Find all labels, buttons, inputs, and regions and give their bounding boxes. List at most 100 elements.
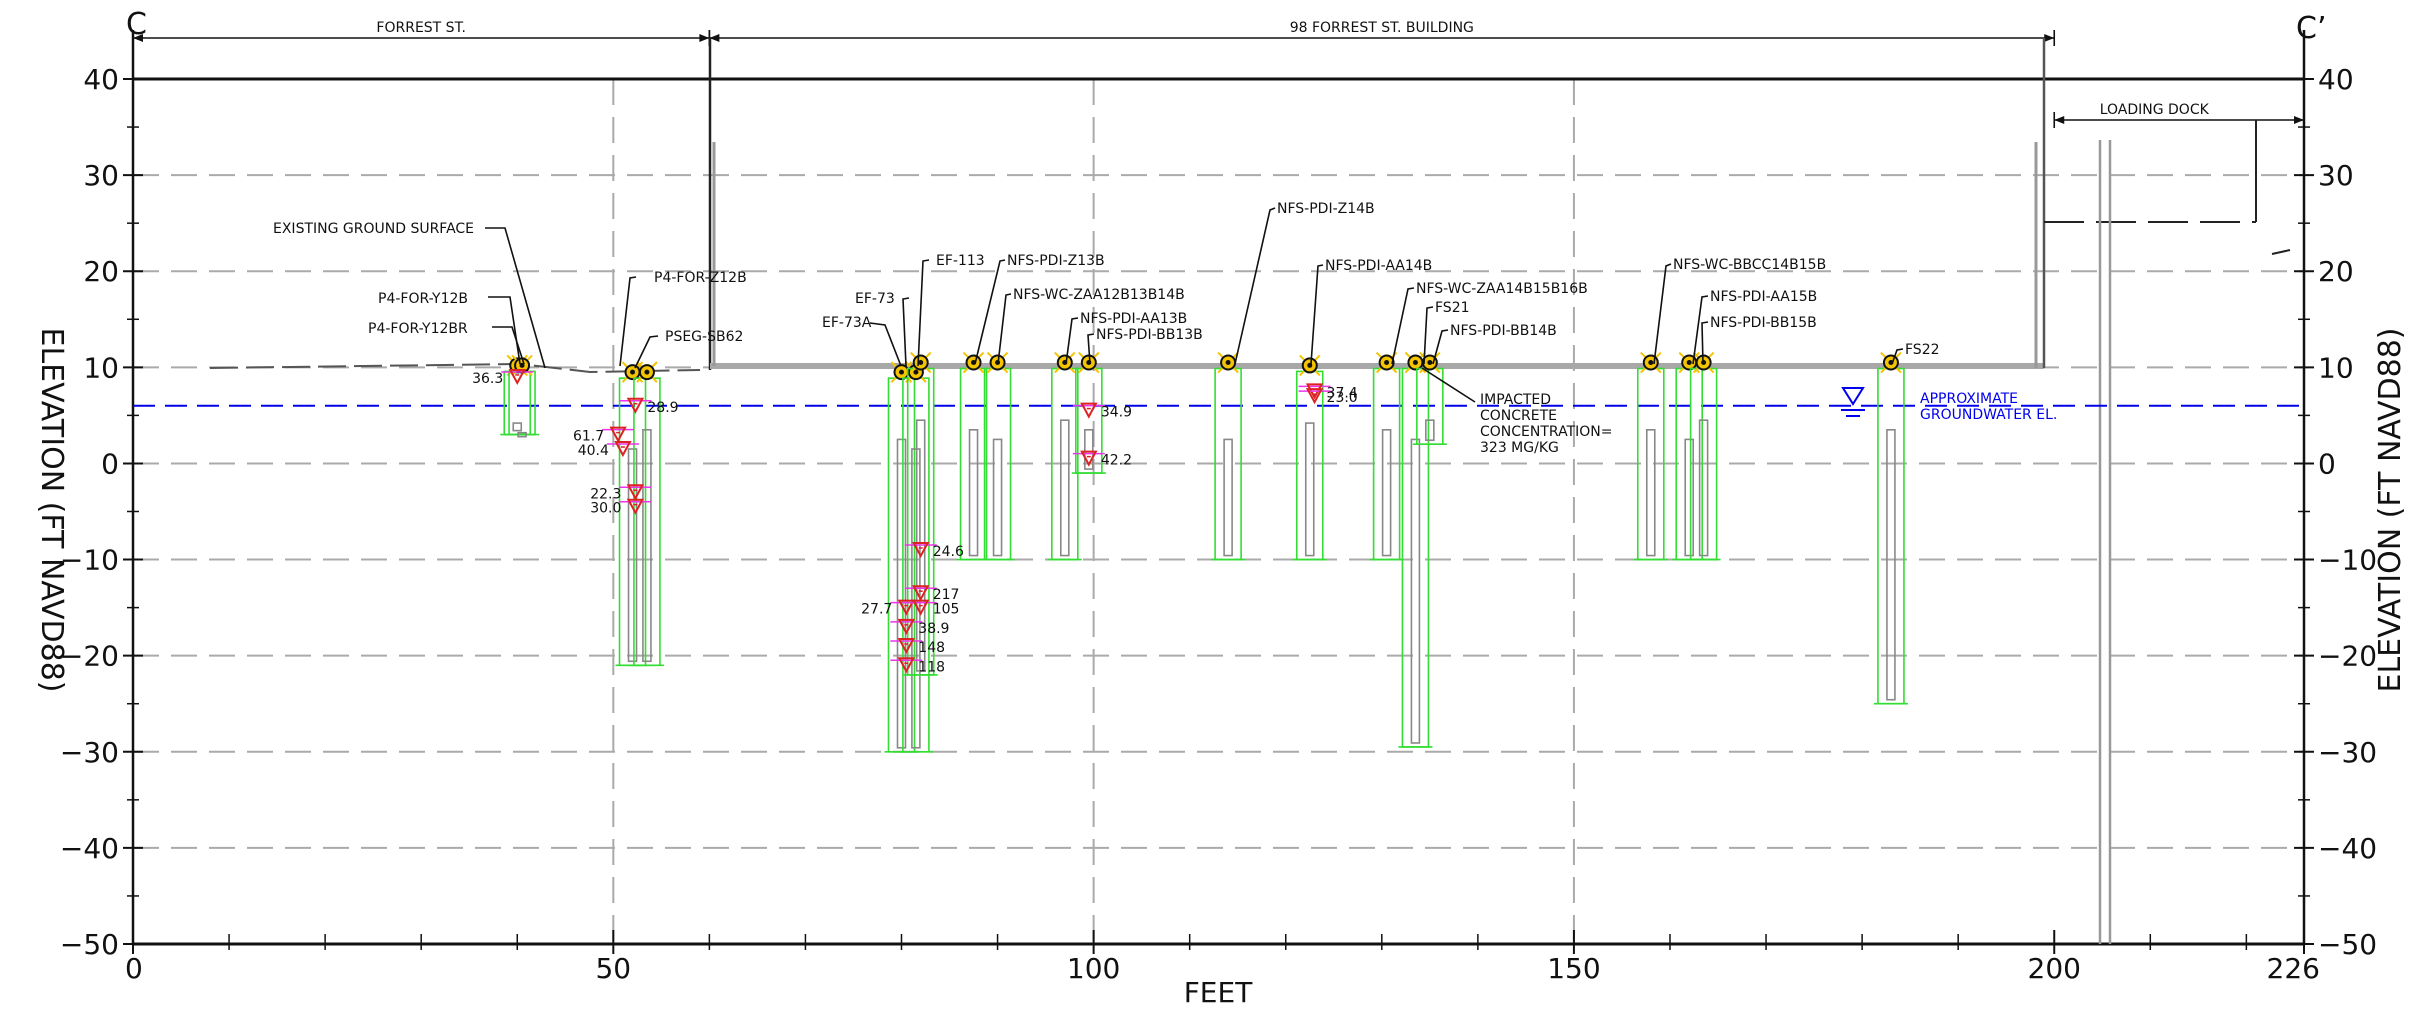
sample-value: 37.4 <box>1327 385 1358 401</box>
section-start-label: C <box>126 7 147 42</box>
sample-value: 61.7 <box>573 429 604 445</box>
y-tick-label-left: −20 <box>60 640 119 673</box>
boring-casing <box>1223 438 1233 557</box>
y-tick-label-right: 40 <box>2318 63 2354 96</box>
y-tick-label-right: −10 <box>2318 544 2377 577</box>
x-tick-label: 226 <box>2267 952 2320 985</box>
range-arrow-right <box>2044 34 2055 42</box>
y-tick-label-left: −40 <box>60 832 119 865</box>
boring-marker-dot <box>1427 360 1433 366</box>
boring-labels: P4-FOR-Y12B P4-FOR-Y12BR P4-FOR-Z12B PSE… <box>368 201 1940 358</box>
boring-label: NFS-PDI-BB13B <box>1096 327 1203 343</box>
sample-marker <box>508 368 526 386</box>
annotation-leaders <box>485 207 1904 403</box>
x-tick-label: 200 <box>2028 952 2081 985</box>
boring-marker-dot <box>630 369 636 375</box>
boring-label: NFS-WC-ZAA14B15B16B <box>1416 281 1588 297</box>
boring-label: NFS-PDI-BB15B <box>1710 315 1817 331</box>
sample-marker <box>897 638 915 655</box>
sample: 105 <box>904 599 960 618</box>
boring <box>1071 351 1106 474</box>
boring-screen <box>1877 367 1905 705</box>
boring-casing <box>992 438 1003 557</box>
sample-marker <box>609 426 627 443</box>
sample-marker <box>626 397 645 414</box>
section-range: FORREST ST. <box>132 20 711 46</box>
sample-marker <box>626 498 645 515</box>
boring-label: NFS-PDI-Z14B <box>1277 201 1375 217</box>
y-tick-label-left: 10 <box>83 351 119 384</box>
boring-marker-dot <box>898 369 904 375</box>
sample: 24.6 <box>904 541 964 560</box>
y-tick-label-left: −10 <box>60 544 119 577</box>
x-tick-label: 50 <box>595 952 631 985</box>
boring <box>898 361 933 753</box>
existing-ground-label: EXISTING GROUND SURFACE <box>273 221 474 237</box>
sample: 148 <box>890 638 945 656</box>
impacted-label-line2: CONCRETE <box>1480 408 1557 424</box>
boring-marker-dot <box>644 369 650 375</box>
section-range: 98 FORREST ST. BUILDING <box>708 20 2056 46</box>
boring-label: NFS-PDI-BB14B <box>1450 323 1557 339</box>
groundwater-label-line1: APPROXIMATE <box>1920 391 2018 407</box>
impacted-label-line1: IMPACTED <box>1480 392 1551 408</box>
gridlines <box>133 79 2304 944</box>
boring-label: NFS-PDI-AA13B <box>1080 311 1187 327</box>
sample: 34.9 <box>1072 402 1132 421</box>
boring-label: FS21 <box>1435 300 1470 316</box>
boring-marker-dot <box>913 369 919 375</box>
y-tick-label-right: −40 <box>2318 832 2377 865</box>
sample-marker <box>1080 450 1098 467</box>
boring-casing <box>517 431 527 438</box>
boring-casing <box>896 438 907 749</box>
range-label: FORREST ST. <box>376 20 466 36</box>
boring-casing <box>1084 429 1094 470</box>
sample-marker <box>1080 402 1098 419</box>
sample-value: 105 <box>933 602 960 618</box>
boring <box>956 351 991 561</box>
impacted-label-line3: CONCENTRATION= <box>1480 424 1612 440</box>
boring-label: EF-113 <box>936 253 985 269</box>
boring <box>980 351 1015 561</box>
y-tick-label-right: 20 <box>2318 255 2354 288</box>
boring-casing <box>1410 438 1421 744</box>
y-tick-label-left: −50 <box>60 928 119 961</box>
boring-casing <box>968 429 979 557</box>
boring-screen <box>1401 367 1430 748</box>
boring <box>1211 351 1246 561</box>
boring-label: NFS-WC-BBCC14B15B <box>1673 257 1826 273</box>
boring-casing <box>627 448 638 663</box>
boring-label: EF-73A <box>822 315 872 331</box>
boring-casing <box>1425 419 1435 442</box>
building-outline <box>708 38 2291 944</box>
range-arrow-left <box>133 34 143 42</box>
sample: 23.0 <box>1298 388 1358 406</box>
boring-label: P4-FOR-Y12BR <box>368 321 468 337</box>
boring-marker-dot <box>1307 362 1313 368</box>
sample-value: 38.9 <box>918 621 949 637</box>
boring-label: NFS-PDI-Z13B <box>1007 253 1105 269</box>
sample: 30.0 <box>590 498 652 517</box>
range-arrow-right <box>2294 116 2304 124</box>
x-axis-label: FEET <box>1184 976 1253 1009</box>
y-tick-label-left: 0 <box>101 447 119 480</box>
sample: 42.2 <box>1072 450 1132 469</box>
boring-screen <box>633 377 661 667</box>
sample-marker <box>897 618 915 635</box>
y-tick-label-left: 20 <box>83 255 119 288</box>
section-range: LOADING DOCK <box>2053 102 2305 128</box>
boring-casing <box>911 448 921 749</box>
sample-value: 23.0 <box>1327 390 1358 406</box>
range-arrow-left <box>709 34 720 42</box>
boring-casing <box>512 422 523 432</box>
x-tick-label: 100 <box>1067 952 1120 985</box>
y-tick-label-right: 10 <box>2318 351 2354 384</box>
x-tick-label: 150 <box>1547 952 1600 985</box>
boring <box>884 361 919 753</box>
boring <box>1873 351 1908 705</box>
sample: 28.9 <box>619 397 679 416</box>
range-label: 98 FORREST ST. BUILDING <box>1290 20 1474 36</box>
y-tick-label-left: 30 <box>83 159 119 192</box>
